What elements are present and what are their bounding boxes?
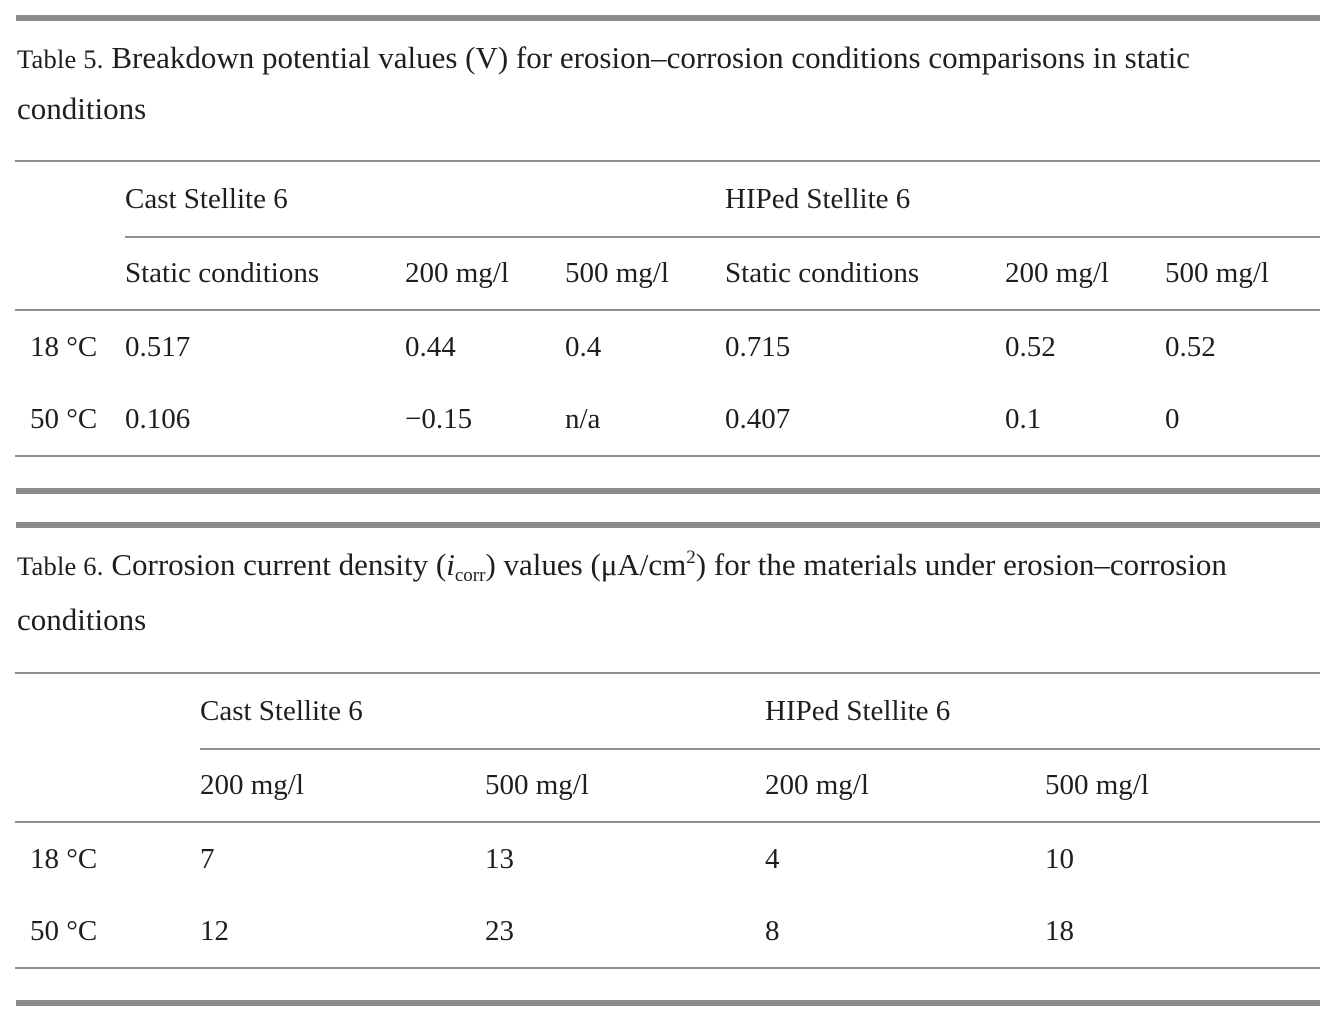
table5-corner-cell	[15, 160, 125, 237]
table6-corner-cell	[15, 672, 200, 749]
table5-subheader-200-cast: 200 mg/l	[405, 237, 565, 311]
table6-top-thick-rule	[16, 522, 1320, 528]
table5-subheader-200-hiped: 200 mg/l	[1005, 237, 1166, 311]
data-cell: 4	[765, 842, 780, 875]
table6-row-18c: 18 °C 7 13 4 10	[15, 822, 1320, 895]
table6-caption-label: Table 6.	[17, 551, 104, 581]
row-label: 50 °C	[15, 895, 200, 969]
table6-subheader-200-cast: 200 mg/l	[200, 749, 485, 823]
data-cell: 0.4	[565, 330, 602, 363]
row-label: 18 °C	[30, 842, 98, 875]
data-cell: 13	[485, 842, 514, 875]
table6-subheader-200-hiped: 200 mg/l	[765, 749, 1045, 823]
table6-caption-symbol: i	[446, 547, 455, 582]
table5-group-cast: Cast Stellite 6	[125, 160, 726, 238]
table-5: Cast Stellite 6 HIPed Stellite 6 Static …	[15, 160, 1321, 457]
table5-sub-header-row: Static conditions 200 mg/l 500 mg/l Stat…	[15, 237, 1321, 311]
data-cell: 0.407	[725, 383, 1006, 457]
data-cell: 7	[200, 842, 215, 875]
table6-subheader-500-cast: 500 mg/l	[485, 749, 765, 823]
table5-subheader-500-hiped: 500 mg/l	[1165, 237, 1321, 311]
data-cell: 0	[1165, 383, 1321, 457]
table5-group-header-row: Cast Stellite 6 HIPed Stellite 6	[15, 160, 1321, 238]
row-label: 50 °C	[15, 383, 125, 457]
table5-caption-text: Breakdown potential values (V) for erosi…	[17, 40, 1191, 126]
data-cell: 12	[200, 895, 485, 969]
table6-group-header-row: Cast Stellite 6 HIPed Stellite 6	[15, 672, 1321, 750]
table5-subheader-500-cast: 500 mg/l	[565, 237, 726, 311]
table6-subheader-500-hiped: 500 mg/l	[1045, 749, 1321, 823]
table6-caption: Table 6. Corrosion current density (icor…	[17, 540, 1325, 645]
table5-subheader-empty	[15, 237, 125, 311]
data-cell: 0.517	[125, 330, 191, 363]
table5-subheader-static-cast: Static conditions	[125, 237, 405, 311]
data-cell: 0.106	[125, 383, 405, 457]
table6-group-hiped: HIPed Stellite 6	[765, 672, 1321, 750]
table6-subheader-empty	[15, 749, 200, 823]
data-cell: 8	[765, 895, 1045, 969]
table6-caption-superscript: 2	[686, 547, 696, 568]
table6-caption-symbol-subscript: corr	[454, 565, 486, 586]
table5-row-50c: 50 °C 0.106 −0.15 n/a 0.407 0.1 0	[15, 383, 1321, 457]
data-cell: 23	[485, 895, 765, 969]
table5-row-18c: 18 °C 0.517 0.44 0.4 0.715 0.52 0.52	[15, 310, 1320, 383]
data-cell: 0.715	[725, 330, 791, 363]
table5-group-hiped: HIPed Stellite 6	[725, 160, 1321, 238]
data-cell: −0.15	[405, 383, 565, 457]
data-cell: 0.52	[1165, 330, 1216, 363]
data-cell: 0.44	[405, 330, 456, 363]
data-cell: 0.1	[1005, 383, 1166, 457]
data-cell: 0.52	[1005, 330, 1056, 363]
table5-caption: Table 5. Breakdown potential values (V) …	[17, 33, 1325, 134]
table6-bottom-thick-rule	[16, 1000, 1320, 1006]
row-label: 18 °C	[30, 330, 98, 363]
table6-group-cast: Cast Stellite 6	[200, 672, 765, 750]
table6-row-50c: 50 °C 12 23 8 18	[15, 895, 1321, 969]
table6-sub-header-row: 200 mg/l 500 mg/l 200 mg/l 500 mg/l	[15, 749, 1321, 823]
data-cell: n/a	[565, 383, 726, 457]
table5-top-thick-rule	[16, 15, 1320, 21]
table5-bottom-thick-rule	[16, 488, 1320, 494]
table6-caption-text-part2: ) values (μA/cm	[485, 547, 687, 582]
data-cell: 18	[1045, 895, 1321, 969]
table-6: Cast Stellite 6 HIPed Stellite 6 200 mg/…	[15, 672, 1321, 969]
table6-caption-text-part1: Corrosion current density (	[111, 547, 447, 582]
table5-subheader-static-hiped: Static conditions	[725, 237, 1006, 311]
table6-caption-text-part3: ) for the materials under erosion–corros…	[17, 547, 1227, 637]
data-cell: 10	[1045, 842, 1074, 875]
table5-caption-label: Table 5.	[17, 44, 104, 74]
